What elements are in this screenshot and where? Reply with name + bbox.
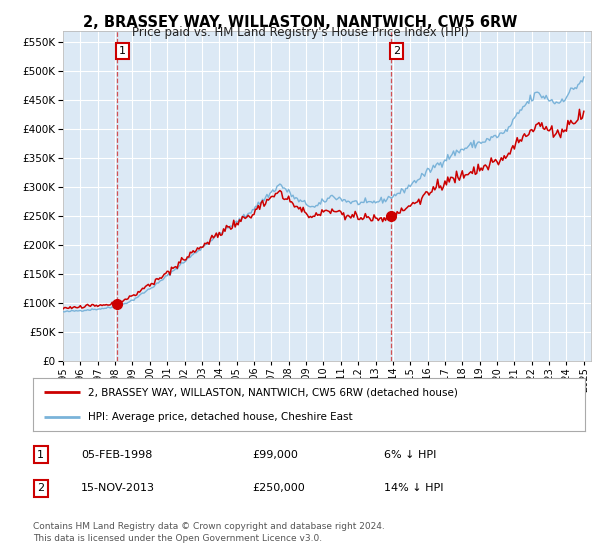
- Text: 2: 2: [37, 483, 44, 493]
- Text: 15-NOV-2013: 15-NOV-2013: [81, 483, 155, 493]
- Text: 1: 1: [119, 46, 126, 55]
- Text: 2: 2: [393, 46, 400, 55]
- Text: 1: 1: [37, 450, 44, 460]
- Text: 14% ↓ HPI: 14% ↓ HPI: [384, 483, 443, 493]
- Text: 05-FEB-1998: 05-FEB-1998: [81, 450, 152, 460]
- Text: 2, BRASSEY WAY, WILLASTON, NANTWICH, CW5 6RW: 2, BRASSEY WAY, WILLASTON, NANTWICH, CW5…: [83, 15, 517, 30]
- Text: 6% ↓ HPI: 6% ↓ HPI: [384, 450, 436, 460]
- Text: 2, BRASSEY WAY, WILLASTON, NANTWICH, CW5 6RW (detached house): 2, BRASSEY WAY, WILLASTON, NANTWICH, CW5…: [88, 388, 458, 398]
- Text: Contains HM Land Registry data © Crown copyright and database right 2024.
This d: Contains HM Land Registry data © Crown c…: [33, 522, 385, 543]
- Text: Price paid vs. HM Land Registry's House Price Index (HPI): Price paid vs. HM Land Registry's House …: [131, 26, 469, 39]
- Text: HPI: Average price, detached house, Cheshire East: HPI: Average price, detached house, Ches…: [88, 412, 353, 422]
- Text: £99,000: £99,000: [252, 450, 298, 460]
- Text: £250,000: £250,000: [252, 483, 305, 493]
